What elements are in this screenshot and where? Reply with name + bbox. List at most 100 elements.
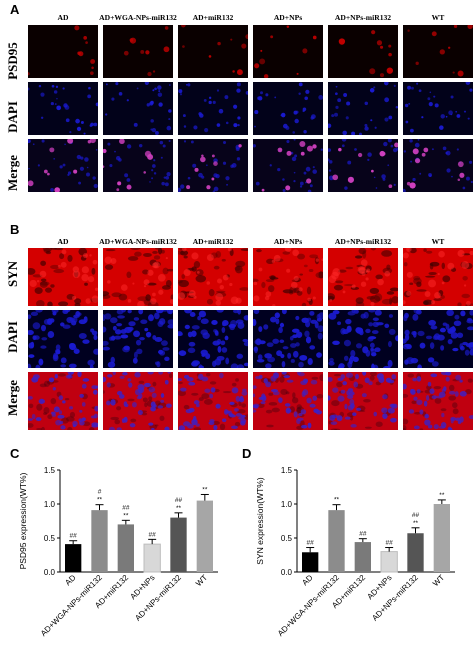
panel-a-micrograph-r1-c3 <box>178 25 248 78</box>
panel-b-micrograph-r3-c3 <box>178 372 248 430</box>
panel-b-micrograph-r1-c2 <box>103 248 173 306</box>
panel-b-col-header-4: AD+NPs <box>273 237 303 246</box>
panel-b-micrograph-r1-c3 <box>178 248 248 306</box>
panel-b-micrograph-r2-c5 <box>328 310 398 368</box>
panel-a-col-header-1: AD <box>57 13 69 22</box>
psd95-chart-y-tick-label: 0.5 <box>44 534 56 543</box>
panel-b-micrograph-r2-c2 <box>103 310 173 368</box>
psd95-chart-y-tick-label: 1.5 <box>44 466 56 475</box>
syn-chart-y-tick-label: 0.0 <box>281 568 293 577</box>
panel-b-micrograph-r2-c1 <box>28 310 98 368</box>
syn-chart-y-tick-label: 1.5 <box>281 466 293 475</box>
syn-chart-annotation-5: ** <box>413 520 419 527</box>
psd95-chart-category-label-5: AD+NPs-miR132 <box>133 573 183 623</box>
panel-b-micrograph-r3-c5 <box>328 372 398 430</box>
syn-chart-bar-2 <box>328 510 345 572</box>
panel-b-micrograph-r1-c1 <box>28 248 98 306</box>
syn-chart-bar-6 <box>433 504 450 572</box>
syn-chart-bar-1 <box>302 552 319 572</box>
psd95-chart-bar-2 <box>91 510 108 572</box>
panel-a-micrograph-r3-c2 <box>103 139 173 192</box>
panel-b-letter: B <box>10 222 20 237</box>
panel-b-micrograph-r2-c3 <box>178 310 248 368</box>
psd95-chart-bar-6 <box>196 500 213 572</box>
panel-a-micrograph-r1-c5 <box>328 25 398 78</box>
panel-a-micrograph-r2-c5 <box>328 82 398 135</box>
panel-a-letter: A <box>10 2 20 17</box>
panel-a-col-header-2: AD+WGA-NPs-miR132 <box>99 13 177 22</box>
panel-a-micrograph-r2-c4 <box>253 82 323 135</box>
panel-b-micrograph-r3-c1 <box>28 372 98 430</box>
panel-b-row-label-1: SYN <box>5 261 20 288</box>
psd95-chart-annotation-2: # <box>98 489 102 496</box>
syn-chart-bar-5 <box>407 533 424 572</box>
panel-a-micrograph-r1-c2 <box>103 25 173 78</box>
panel-b-micrograph-r3-c6 <box>403 372 473 430</box>
panel-b-micrograph-r1-c4 <box>253 248 323 306</box>
psd95-chart-category-label-6: WT <box>194 573 209 588</box>
panel-a-micrograph-r2-c1 <box>28 82 98 135</box>
psd95-chart-y-axis-label: PSD95 expression(WT%) <box>18 472 28 569</box>
psd95-chart-annotation-1: ## <box>70 533 78 540</box>
syn-chart-annotation-5: ## <box>412 512 420 519</box>
psd95-chart-y-tick-label: 1.0 <box>44 500 56 509</box>
psd95-chart-bar-3 <box>117 524 134 572</box>
psd95-chart-annotation-3: ** <box>123 512 129 519</box>
syn-chart-category-label-5: AD+NPs-miR132 <box>370 573 420 623</box>
panel-a-micrograph-r3-c1 <box>28 139 98 192</box>
syn-chart-annotation-1: ## <box>307 540 315 547</box>
syn-chart-annotation-6: ** <box>439 492 445 499</box>
panel-a-col-header-4: AD+NPs <box>273 13 303 22</box>
psd95-chart-y-tick-label: 0.0 <box>44 568 56 577</box>
psd95-chart-annotation-2: ** <box>97 497 103 504</box>
panel-a-micrograph-r3-c5 <box>328 139 398 192</box>
panel-d-letter: D <box>242 446 252 461</box>
psd95-chart-annotation-4: ## <box>149 531 157 538</box>
panel-b-row-label-2: DAPI <box>5 321 20 353</box>
panel-c-letter: C <box>10 446 20 461</box>
psd95-chart-category-label-1: AD <box>63 573 77 587</box>
panel-b-micrograph-r3-c4 <box>253 372 323 430</box>
panel-a-micrograph-r3-c6 <box>403 139 473 192</box>
panel-a-col-header-5: AD+NPs-miR132 <box>334 13 392 22</box>
psd95-chart-annotation-3: ## <box>122 504 130 511</box>
panel-b-col-header-5: AD+NPs-miR132 <box>334 237 392 246</box>
panel-a-row-label-3: Merge <box>5 154 20 192</box>
panel-b-micrograph-r2-c4 <box>253 310 323 368</box>
panel-a-micrograph-r2-c2 <box>103 82 173 135</box>
panel-a-micrograph-r3-c3 <box>178 139 248 192</box>
panel-a-col-header-6: WT <box>431 13 445 22</box>
syn-chart-y-axis-label: SYN expression(WT%) <box>255 477 265 565</box>
panel-b-micrograph-r1-c5 <box>328 248 398 306</box>
panel-a-micrograph-r1-c6 <box>403 25 473 78</box>
psd95-chart-bar-5 <box>170 517 187 572</box>
panel-b-micrograph-r3-c2 <box>103 372 173 430</box>
panel-b-row-label-3: Merge <box>5 379 20 417</box>
syn-bar-chart: 0.0 0.5 1.0 1.5 SYN expression(WT%) ## AD ** AD+… <box>255 466 455 638</box>
syn-chart-category-label-1: AD <box>300 573 314 587</box>
syn-chart-annotation-4: ## <box>386 540 394 547</box>
syn-chart-annotation-3: ## <box>359 531 367 538</box>
panel-a-micrograph-r2-c6 <box>403 82 473 135</box>
syn-chart-annotation-2: ** <box>334 497 340 504</box>
panel-a-micrograph-r3-c4 <box>253 139 323 192</box>
panel-a-micrograph-r1-c1 <box>28 25 98 78</box>
panel-b-micrograph-r1-c6 <box>403 248 473 306</box>
panel-b-col-header-2: AD+WGA-NPs-miR132 <box>99 237 177 246</box>
syn-chart-bar-3 <box>354 542 371 572</box>
panel-a-micrograph-r1-c4 <box>253 25 323 78</box>
syn-chart-category-label-6: WT <box>431 573 446 588</box>
panel-a-col-header-3: AD+miR132 <box>192 13 234 22</box>
syn-chart-y-tick-label: 0.5 <box>281 534 293 543</box>
psd95-chart-bar-4 <box>143 543 161 573</box>
psd95-chart-annotation-5: ## <box>175 497 183 504</box>
panel-a-micrograph-r2-c3 <box>178 82 248 135</box>
psd95-chart-bar-1 <box>65 544 82 572</box>
psd95-chart-annotation-5: ** <box>176 505 182 512</box>
panel-b-micrograph-r2-c6 <box>403 310 473 368</box>
panel-b-col-header-1: AD <box>57 237 69 246</box>
syn-chart-y-tick-label: 1.0 <box>281 500 293 509</box>
panel-b-col-header-3: AD+miR132 <box>192 237 234 246</box>
panel-b-col-header-6: WT <box>431 237 445 246</box>
